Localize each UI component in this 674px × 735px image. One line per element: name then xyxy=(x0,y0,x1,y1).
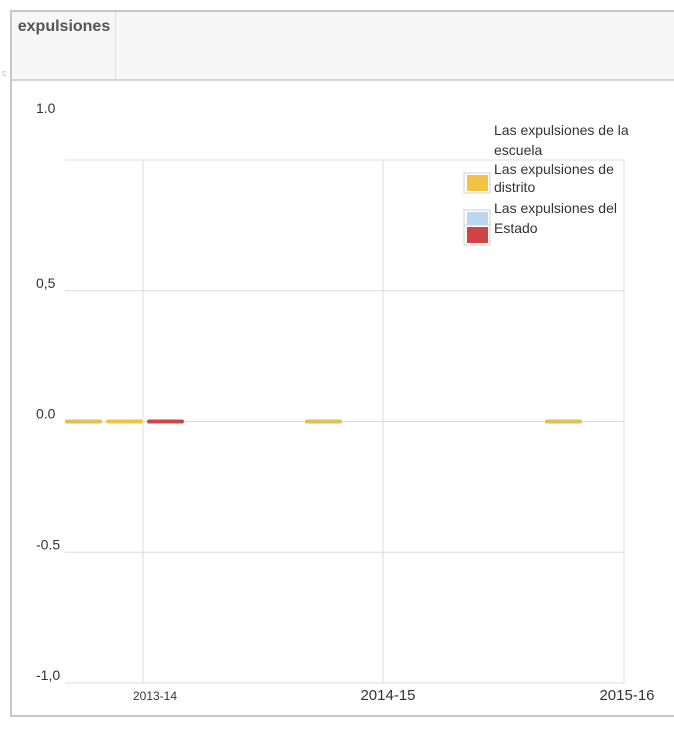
bar xyxy=(65,419,102,424)
y-tick-label: 0.0 xyxy=(36,406,56,422)
header-title-cell: expulsiones xyxy=(12,12,116,79)
x-tick-label: 2015-16 xyxy=(599,687,654,704)
chart-frame: expulsiones xyxy=(10,10,674,717)
legend-swatch xyxy=(467,227,488,243)
y-tick-label: 0,5 xyxy=(36,275,56,291)
y-tick-label: -1,0 xyxy=(36,667,60,683)
header-bar: expulsiones xyxy=(12,12,674,81)
bar xyxy=(147,419,184,424)
legend-label: Estado xyxy=(494,220,538,236)
legend-label: Las expulsiones de la xyxy=(494,122,629,138)
legend-swatch xyxy=(467,212,488,228)
chart-title: expulsiones xyxy=(17,18,111,35)
x-tick-label: 2014-15 xyxy=(360,687,415,704)
legend-label: Las expulsiones del xyxy=(494,200,617,216)
legend-label: Las expulsiones de xyxy=(494,161,614,177)
bar xyxy=(305,419,342,424)
legend-swatch xyxy=(467,175,488,191)
x-tick-label: 2013-14 xyxy=(133,689,177,703)
bar xyxy=(545,419,582,424)
legend-label: escuela xyxy=(494,142,542,158)
y-tick-label: 1.0 xyxy=(36,100,56,116)
legend-label: distrito xyxy=(494,179,535,195)
bar xyxy=(106,419,143,424)
corner-mark: c xyxy=(2,68,7,78)
y-tick-label: -0.5 xyxy=(36,536,60,552)
